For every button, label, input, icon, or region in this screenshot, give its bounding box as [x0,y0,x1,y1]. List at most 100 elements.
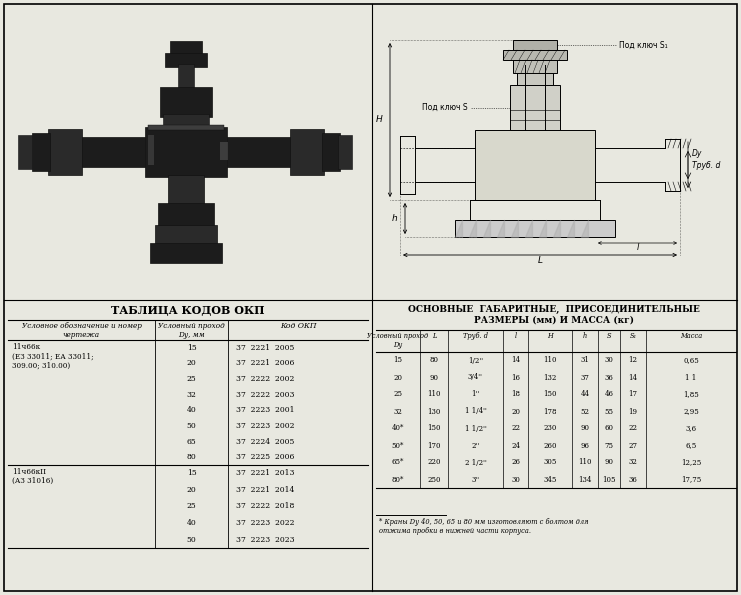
Text: 134: 134 [578,475,591,484]
Bar [503,50,567,60]
Bar [158,203,214,227]
Text: 90: 90 [605,459,614,466]
Text: ОСНОВНЫЕ  ГАБАРИТНЫЕ,  ПРИСОЕДИНИТЕЛЬНЫЕ
РАЗМЕРЫ (мм) И МАССА (кг): ОСНОВНЫЕ ГАБАРИТНЫЕ, ПРИСОЕДИНИТЕЛЬНЫЕ Р… [408,305,700,324]
Text: 27: 27 [628,441,637,449]
Text: 15: 15 [187,469,196,477]
Text: Под ключ S₁: Под ключ S₁ [619,40,668,49]
Bar [148,125,224,130]
Text: 37  2223  2022: 37 2223 2022 [236,519,294,527]
Text: 32: 32 [628,459,637,466]
Text: 37  2223  2001: 37 2223 2001 [236,406,294,414]
Text: 25: 25 [187,503,196,511]
Text: 40*: 40* [392,424,404,433]
Bar [163,114,209,132]
Text: 50: 50 [187,536,196,544]
Text: 80: 80 [430,356,439,365]
Text: 170: 170 [428,441,441,449]
Bar [160,87,212,117]
Bar [322,133,340,171]
Text: 36: 36 [628,475,637,484]
Text: 345: 345 [543,475,556,484]
Text: 14: 14 [511,356,520,365]
Text: * Краны Dу 40, 50, 65 и 80 мм изготовляют с болтом для
отжима пробки в нижней ча: * Краны Dу 40, 50, 65 и 80 мм изготовляю… [379,518,588,535]
Text: 15: 15 [393,356,402,365]
Bar [513,40,557,50]
Text: 22: 22 [628,424,637,433]
Text: 250: 250 [428,475,441,484]
Text: 110: 110 [543,356,556,365]
Text: 305: 305 [543,459,556,466]
Text: 36: 36 [605,374,614,381]
Bar [168,175,204,205]
Text: 55: 55 [605,408,614,415]
Text: 32: 32 [187,391,196,399]
Text: Масса: Масса [680,332,702,340]
Text: 24: 24 [511,441,520,449]
Text: 1 1/2'': 1 1/2'' [465,424,486,433]
Text: 220: 220 [428,459,441,466]
Text: 37  2223  2002: 37 2223 2002 [236,422,294,430]
Text: 26: 26 [511,459,520,466]
Text: H: H [547,332,553,340]
Text: 260: 260 [543,441,556,449]
Text: h: h [583,332,587,340]
Text: l: l [637,243,639,252]
Text: L: L [432,332,436,340]
Text: 16: 16 [511,374,520,381]
Bar [517,73,553,85]
Text: 14: 14 [628,374,637,381]
Text: 80*: 80* [392,475,404,484]
Bar [150,243,222,263]
Text: 31: 31 [580,356,589,365]
Text: 46: 46 [605,390,614,399]
Bar [32,133,50,171]
Text: 65: 65 [187,437,196,446]
Text: H: H [375,115,382,124]
Bar [510,85,560,130]
Text: 37  2223  2023: 37 2223 2023 [236,536,295,544]
Text: 230: 230 [543,424,556,433]
Text: 37  2221  2006: 37 2221 2006 [236,359,294,368]
Bar [18,135,32,169]
Text: 37  2222  2018: 37 2222 2018 [236,503,294,511]
Text: 25: 25 [393,390,402,399]
Bar [165,53,207,67]
Text: 37  2222  2003: 37 2222 2003 [236,391,294,399]
Text: 50*: 50* [392,441,404,449]
Text: 150: 150 [428,424,441,433]
Text: 15: 15 [187,344,196,352]
Text: 90: 90 [430,374,439,381]
Text: 37  2224  2005: 37 2224 2005 [236,437,294,446]
Text: 1 1: 1 1 [685,374,697,381]
Text: 96: 96 [580,441,590,449]
Text: Условное обозначение и номер
чертежа: Условное обозначение и номер чертежа [21,322,142,339]
Text: 3,6: 3,6 [685,424,697,433]
Bar [513,60,557,73]
Text: 60: 60 [605,424,614,433]
Text: 22: 22 [511,424,520,433]
Text: ТАБЛИЦА КОДОВ ОКП: ТАБЛИЦА КОДОВ ОКП [111,305,265,316]
Text: 17,75: 17,75 [681,475,701,484]
Text: 37  2221  2014: 37 2221 2014 [236,486,294,494]
Text: 52: 52 [580,408,590,415]
Bar [155,225,217,245]
Text: 40: 40 [187,406,196,414]
Text: 1/2'': 1/2'' [468,356,483,365]
Text: S₁: S₁ [629,332,637,340]
Bar [178,64,194,90]
Text: 37  2221  2013: 37 2221 2013 [236,469,294,477]
Bar [170,41,202,55]
Text: 19: 19 [628,408,637,415]
Text: 2'': 2'' [471,441,479,449]
Text: 130: 130 [428,408,441,415]
Text: 3'': 3'' [471,475,479,484]
Text: 44: 44 [580,390,590,399]
Text: 1,85: 1,85 [683,390,699,399]
Text: 3/4'': 3/4'' [468,374,483,381]
Text: 2,95: 2,95 [683,408,699,415]
Bar [227,137,292,167]
Text: 18: 18 [511,390,520,399]
Text: h: h [391,214,397,223]
Bar [455,220,615,237]
Bar [338,135,352,169]
